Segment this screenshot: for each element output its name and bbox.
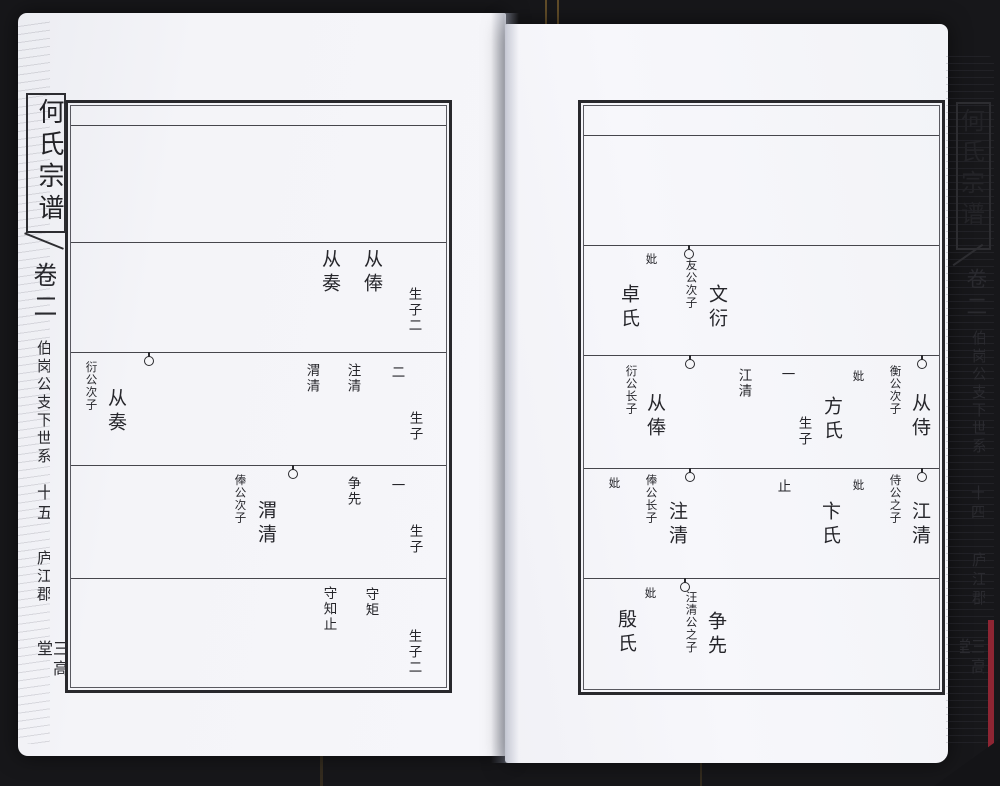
son-name: 从俸: [361, 249, 382, 297]
row-divider: [71, 242, 446, 244]
cover-streak: [320, 756, 323, 786]
wife-label: 妣: [851, 370, 864, 383]
region-label: 庐江郡: [35, 550, 50, 604]
volume-label: 卷二: [31, 262, 56, 324]
volume-label: 卷二: [964, 268, 986, 322]
descent-tick: [688, 245, 690, 250]
left-genealogy-grid: [65, 100, 452, 693]
wife-name: 卓氏: [618, 284, 639, 332]
descent-node-circle: [680, 582, 690, 592]
descent-node-circle: [685, 359, 695, 369]
book-gutter-fold: [491, 13, 519, 763]
lineage-note: 俸公次子: [233, 474, 246, 524]
person-name: 从侍: [909, 393, 930, 441]
wife-label: 妣: [644, 253, 657, 266]
lineage-note: 侍公之子: [888, 474, 901, 524]
births-note: 生子: [407, 524, 423, 555]
left-grid-inner-border: [70, 105, 447, 688]
descent-node-circle: [917, 359, 927, 369]
red-cover-edge: [988, 620, 994, 756]
lineage-note: 衍公长子: [624, 365, 637, 415]
descent-tick: [921, 468, 923, 473]
wife-label: 妣: [643, 587, 656, 600]
page-number: 十四: [969, 485, 984, 523]
section-label: 伯岗公支下世系: [35, 340, 50, 466]
section-label: 伯岗公支下世系: [970, 330, 985, 456]
person-name: 渭清: [255, 500, 276, 548]
descent-node-circle: [288, 469, 298, 479]
hall-label: 三高堂: [34, 640, 66, 680]
descendant-entry: 守矩: [363, 587, 379, 618]
wife-name: 殷氏: [615, 609, 636, 657]
lineage-note: 友公次子: [684, 259, 697, 309]
wife-label: 妣: [607, 477, 620, 490]
wife-label: 妣: [851, 479, 864, 492]
person-name: 从奏: [105, 388, 126, 436]
row-divider: [71, 125, 446, 127]
right-grid-inner-border: [583, 105, 940, 690]
descent-node-circle: [684, 249, 694, 259]
edge-title-box: 何氏宗谱: [956, 102, 991, 250]
child-name: 江清: [736, 368, 752, 399]
child-name: 争先: [345, 476, 361, 507]
order-marker: 二: [389, 365, 405, 381]
row-divider: [71, 352, 446, 354]
births-note: 生子二: [406, 629, 422, 676]
right-genealogy-grid: [578, 100, 945, 695]
lineage-note: 衍公次子: [84, 361, 97, 411]
cover-streak: [700, 762, 702, 786]
person-name: 从俸: [644, 393, 665, 441]
stop-marker: 止: [775, 479, 791, 495]
order-marker: 一: [389, 478, 405, 494]
births-note: 生子二: [406, 287, 422, 334]
hall-label: 三高堂: [960, 638, 984, 678]
descent-node-circle: [917, 472, 927, 482]
row-divider: [584, 468, 939, 470]
descent-node-circle: [144, 356, 154, 366]
person-name: 注清: [666, 501, 687, 549]
descent-tick: [689, 468, 691, 473]
row-divider: [584, 245, 939, 247]
wife-name: 方氏: [821, 396, 842, 444]
left-page-stack: [18, 18, 50, 744]
person-name: 文衍: [706, 284, 727, 332]
row-divider: [71, 578, 446, 580]
book-title: 何氏宗谱: [35, 98, 64, 226]
descent-tick: [684, 578, 686, 583]
descent-tick: [292, 465, 294, 470]
order-marker: 一: [779, 367, 795, 383]
descent-node-circle: [685, 472, 695, 482]
page-number: 十五: [34, 484, 50, 524]
wife-name: 卞氏: [819, 501, 840, 549]
lineage-note: 俸公长子: [644, 474, 657, 524]
row-divider: [584, 578, 939, 580]
person-name: 江清: [909, 501, 930, 549]
births-note: 生子: [796, 416, 812, 447]
row-divider: [71, 465, 446, 467]
child-name: 注清: [345, 363, 361, 394]
right-page-stack: [946, 56, 994, 748]
left-page: [18, 13, 506, 756]
births-note: 生子: [407, 411, 423, 442]
descent-tick: [689, 355, 691, 360]
edge-title-box: 何氏宗谱: [26, 93, 66, 233]
descent-tick: [148, 352, 150, 357]
lineage-note: 衡公次子: [888, 365, 901, 415]
son-name: 从奏: [319, 249, 340, 297]
person-name: 争先: [705, 611, 726, 659]
child-name: 渭清: [304, 363, 320, 394]
lineage-note: 汪清公之子: [684, 591, 697, 654]
row-divider: [584, 355, 939, 357]
descent-tick: [921, 355, 923, 360]
row-divider: [584, 135, 939, 137]
descendant-entry: 守知止: [321, 586, 337, 633]
region-label: 庐江郡: [970, 552, 985, 609]
book-title: 何氏宗谱: [956, 108, 983, 232]
